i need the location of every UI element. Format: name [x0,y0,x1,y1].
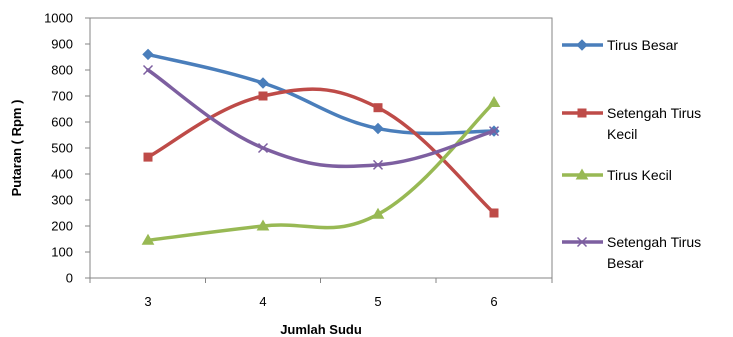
marker-stroke [576,236,588,248]
x-axis: 3 4 5 6 [89,278,553,309]
legend: Tirus Besar Setengah Tirus Kecil Tirus Keci… [562,37,701,271]
y-tick-label: 800 [51,63,73,78]
x-tick-label: 6 [490,294,497,309]
data-point [142,64,154,76]
data-point [257,142,269,154]
legend-label: Setengah Tirus [607,105,701,121]
data-point [258,91,268,101]
series-line [146,52,496,136]
legend-label: Tirus Besar [607,37,678,53]
data-point [489,208,499,218]
series-line [146,100,496,243]
y-tick-label: 200 [51,219,73,234]
series-tirus-kecil [141,96,501,245]
y-axis-label: Putaran ( Rpm ) [9,100,24,197]
series-setengah-tirus-besar [142,64,500,170]
y-axis: 0 100 200 300 400 500 600 700 800 900 1000 [44,11,90,286]
legend-swatch-marker [577,108,587,118]
y-tick-label: 900 [51,37,73,52]
legend-label: Besar [607,255,644,271]
marker-stroke [372,159,384,170]
legend-label: Kecil [607,126,637,142]
x-axis-label: Jumlah Sudu [280,322,362,337]
series-layer [141,48,501,245]
y-tick-label: 400 [51,167,73,182]
series-setengah-tirus-kecil [143,87,499,218]
data-point [371,207,385,219]
legend-label: Setengah Tirus [607,234,701,250]
data-point [142,48,154,61]
y-tick-label: 600 [51,115,73,130]
x-tick-label: 4 [259,294,266,309]
legend-swatch-marker [576,236,588,248]
series-line [146,87,496,215]
data-point [143,152,153,162]
legend-label: Tirus Kecil [607,167,672,183]
legend-item: Tirus Besar [562,37,678,53]
legend-item: Setengah Tirus Besar [562,234,701,271]
x-tick-label: 3 [144,294,151,309]
y-tick-label: 1000 [44,11,73,26]
legend-item: Setengah Tirus Kecil [562,105,701,142]
data-point [372,122,384,135]
legend-item: Tirus Kecil [562,167,672,183]
data-point [487,96,501,107]
data-point [372,159,384,170]
y-tick-label: 700 [51,89,73,104]
legend-swatch-marker [576,39,588,51]
y-tick-label: 300 [51,193,73,208]
data-point [488,126,500,137]
data-point [141,233,155,245]
marker-stroke [257,142,269,154]
marker-stroke [142,64,154,76]
legend-swatch-marker [575,168,589,180]
y-tick-label: 500 [51,141,73,156]
data-point [373,103,383,113]
plot-area [89,17,553,279]
x-tick-label: 5 [374,294,381,309]
data-point [256,219,270,231]
series-line [146,68,496,169]
data-point [257,77,269,89]
y-tick-label: 0 [66,271,73,286]
marker-stroke [488,126,500,137]
y-tick-label: 100 [51,245,73,260]
